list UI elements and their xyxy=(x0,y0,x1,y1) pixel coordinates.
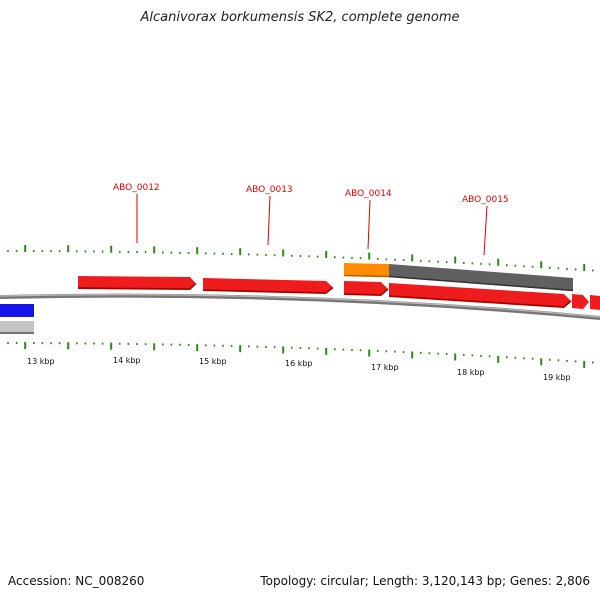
label-leader-abo-0013 xyxy=(267,195,271,246)
scale-label-19kbp: 19 kbp xyxy=(543,373,571,382)
gene-label-abo-0014[interactable]: ABO_0014 xyxy=(345,189,392,199)
gene-arrow-abo-0015[interactable] xyxy=(389,283,571,308)
accession-text: Accession: NC_008260 xyxy=(8,574,145,588)
grey-feature-shadow xyxy=(388,275,574,292)
scale-label-18kbp: 18 kbp xyxy=(457,368,485,377)
scale-label-15kbp: 15 kbp xyxy=(199,357,227,366)
grey-feature[interactable] xyxy=(389,264,573,291)
outer-tick-ring xyxy=(7,245,594,272)
rna-feature-abo-0014[interactable] xyxy=(344,263,389,277)
scale-label-14kbp: 14 kbp xyxy=(113,356,141,365)
gene-arrow-small[interactable] xyxy=(572,294,589,309)
light-grey-feature[interactable] xyxy=(0,321,34,334)
map-title: Alcanivorax borkumensis SK2, complete ge… xyxy=(140,10,460,25)
genome-backbone-highlight xyxy=(0,294,600,318)
gene-label-abo-0012[interactable]: ABO_0012 xyxy=(113,183,160,193)
gene-label-abo-0015[interactable]: ABO_0015 xyxy=(462,195,509,205)
scale-label-13kbp: 13 kbp xyxy=(27,357,55,366)
light-grey-feature-shadow xyxy=(0,332,34,334)
gene-arrow-partial[interactable] xyxy=(590,295,600,310)
genome-summary-text: Topology: circular; Length: 3,120,143 bp… xyxy=(260,574,590,588)
blue-feature[interactable] xyxy=(0,304,34,317)
rna-feature-shadow xyxy=(343,274,390,278)
gene-arrow-abo-0015-shadow xyxy=(388,295,572,308)
gene-arrow-abo-0013-shadow xyxy=(202,286,334,294)
gene-arrow-abo-0013[interactable] xyxy=(203,278,333,294)
gene-arrow-abo-0014-shadow xyxy=(343,288,389,296)
inner-tick-ring xyxy=(7,342,594,368)
scale-label-16kbp: 16 kbp xyxy=(285,359,313,368)
gene-arrow-abo-0012[interactable] xyxy=(78,276,196,290)
genome-backbone xyxy=(0,293,600,320)
gene-label-abo-0013[interactable]: ABO_0013 xyxy=(246,185,293,195)
gene-arrow-abo-0014[interactable] xyxy=(344,281,388,296)
scale-label-17kbp: 17 kbp xyxy=(371,363,399,372)
label-leader-abo-0015 xyxy=(483,205,488,256)
label-leader-abo-0014 xyxy=(367,199,371,250)
gene-arrow-abo-0012-shadow xyxy=(77,282,197,290)
